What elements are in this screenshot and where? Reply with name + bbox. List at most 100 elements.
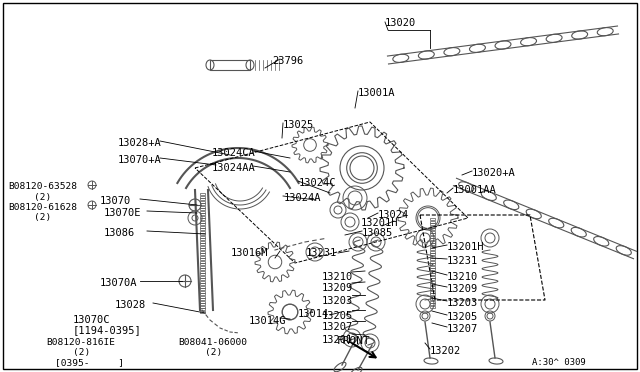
Text: 13025: 13025 <box>283 120 314 130</box>
Bar <box>429 243 435 245</box>
Bar <box>429 223 435 225</box>
Text: 13205: 13205 <box>447 312 478 322</box>
Bar <box>200 261 205 263</box>
Bar <box>200 276 205 278</box>
Text: 13014: 13014 <box>298 309 329 319</box>
Text: 13028+A: 13028+A <box>118 138 162 148</box>
Text: 13201H: 13201H <box>447 242 484 252</box>
Text: [0395-     ]: [0395- ] <box>55 358 124 367</box>
Bar <box>429 253 435 255</box>
Text: 13231: 13231 <box>306 248 337 258</box>
Text: 13014G: 13014G <box>249 316 287 326</box>
Text: 13024: 13024 <box>378 210 409 220</box>
Bar <box>200 216 205 218</box>
Bar <box>200 298 205 300</box>
Bar <box>200 268 205 270</box>
Bar <box>200 226 205 228</box>
Text: 13210: 13210 <box>447 272 478 282</box>
Bar <box>429 303 435 305</box>
Bar <box>200 196 205 198</box>
Bar <box>200 263 205 265</box>
Bar <box>429 261 435 263</box>
Bar <box>200 258 205 260</box>
Bar <box>200 203 205 205</box>
Bar <box>429 263 435 265</box>
Bar <box>429 271 435 273</box>
Bar <box>210 60 250 70</box>
Text: 13001A: 13001A <box>358 88 396 98</box>
Bar <box>200 283 205 285</box>
Text: 13024A: 13024A <box>284 193 321 203</box>
Bar <box>200 296 205 298</box>
Bar <box>200 241 205 243</box>
Text: 13024CA: 13024CA <box>212 148 256 158</box>
Bar <box>429 293 435 295</box>
Bar <box>200 236 205 238</box>
Bar <box>429 233 435 235</box>
Bar <box>200 301 205 303</box>
Text: 13070: 13070 <box>100 196 131 206</box>
Bar <box>429 283 435 285</box>
Bar <box>429 258 435 260</box>
Bar <box>200 248 205 250</box>
Bar <box>200 281 205 283</box>
Text: 13016M: 13016M <box>231 248 269 258</box>
Text: 13070A: 13070A <box>100 278 138 288</box>
Bar <box>200 228 205 230</box>
Bar <box>429 268 435 270</box>
Text: 13203: 13203 <box>447 298 478 308</box>
Bar <box>429 291 435 293</box>
Bar <box>429 278 435 280</box>
Bar <box>200 223 205 225</box>
Bar <box>200 208 205 210</box>
Text: (2): (2) <box>73 348 90 357</box>
Text: B08120-63528: B08120-63528 <box>8 182 77 191</box>
Bar <box>200 311 205 313</box>
Text: 13086: 13086 <box>104 228 135 238</box>
Bar <box>429 286 435 288</box>
Text: (2): (2) <box>205 348 222 357</box>
Bar <box>200 278 205 280</box>
Bar <box>200 308 205 310</box>
Bar <box>200 206 205 208</box>
Bar <box>200 193 205 195</box>
Text: B08120-816IE: B08120-816IE <box>46 338 115 347</box>
Bar <box>200 303 205 305</box>
Text: 13209: 13209 <box>322 283 353 293</box>
Bar <box>429 301 435 303</box>
Text: 13070C: 13070C <box>73 315 111 325</box>
Text: 13203: 13203 <box>322 296 353 306</box>
Text: B08041-06000: B08041-06000 <box>178 338 247 347</box>
Bar <box>429 273 435 275</box>
Text: 13001AA: 13001AA <box>453 185 497 195</box>
Bar <box>200 293 205 295</box>
Text: 13201: 13201 <box>322 335 353 345</box>
Bar <box>429 238 435 240</box>
Bar <box>429 276 435 278</box>
Text: 13202: 13202 <box>430 346 461 356</box>
Text: 13024AA: 13024AA <box>212 163 256 173</box>
Bar <box>200 253 205 255</box>
Bar <box>200 218 205 220</box>
Text: (2): (2) <box>34 213 51 222</box>
Bar <box>429 231 435 233</box>
Text: 13207: 13207 <box>447 324 478 334</box>
Text: (2): (2) <box>34 193 51 202</box>
Bar <box>200 273 205 275</box>
Bar <box>429 256 435 258</box>
Text: 13070+A: 13070+A <box>118 155 162 165</box>
Bar <box>200 256 205 258</box>
Text: 13070E: 13070E <box>104 208 141 218</box>
Bar <box>429 298 435 300</box>
Text: 13209: 13209 <box>447 284 478 294</box>
Bar <box>200 286 205 288</box>
Bar <box>429 236 435 238</box>
Bar <box>429 288 435 290</box>
Text: 13020+A: 13020+A <box>472 168 516 178</box>
Text: 13205: 13205 <box>322 311 353 321</box>
Bar <box>200 288 205 290</box>
Bar <box>429 266 435 268</box>
Bar <box>200 213 205 215</box>
Bar <box>429 221 435 223</box>
Bar <box>200 243 205 245</box>
